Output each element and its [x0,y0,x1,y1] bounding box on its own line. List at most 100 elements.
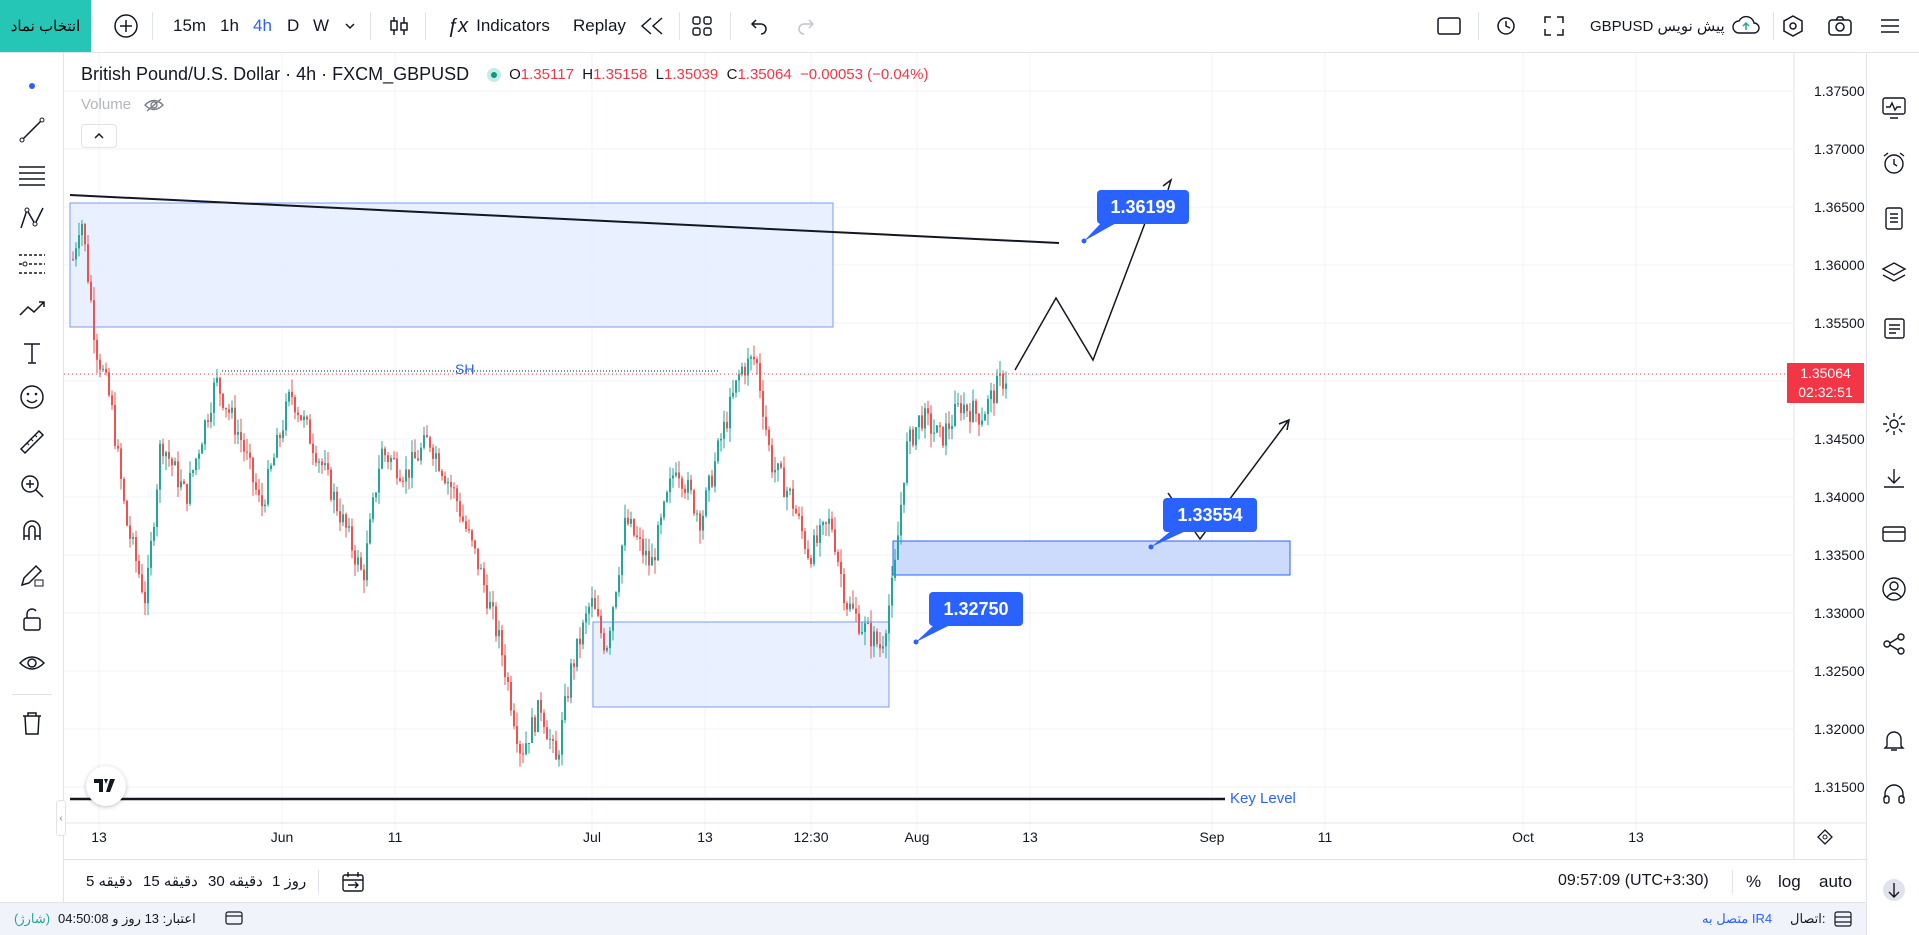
price-chart[interactable]: SH Key Level 1.37500 1.37000 1.36500 1.36000… [64,53,1866,859]
layers-icon[interactable] [1879,258,1909,288]
scroll-down-icon[interactable] [1879,875,1909,905]
magnet-icon[interactable] [14,513,50,549]
clock-timezone[interactable]: 09:57:09 (UTC+3:30) [1558,872,1709,889]
news-icon[interactable] [1879,313,1909,343]
symbol-search-button[interactable]: انتخاب نماد [0,0,91,52]
interval-15m[interactable]: 15m [173,16,207,35]
support-icon[interactable] [1879,780,1909,810]
trend-line-icon[interactable] [14,112,50,148]
unlock-icon[interactable] [14,602,50,638]
candle-body [348,526,350,528]
interval-w[interactable]: W [313,16,330,35]
alarm-icon[interactable] [1879,148,1909,178]
user-icon[interactable] [1879,574,1909,604]
crosshair-dot-icon[interactable] [14,68,50,104]
candle-body [870,623,872,647]
menu-icon[interactable] [1878,12,1902,40]
connection-label: اتصال: [1790,911,1826,926]
range-5m[interactable]: 5 دقیقه [86,873,133,890]
pencil-lock-icon[interactable] [14,557,50,593]
candle-body [546,727,548,740]
candle-body [426,435,428,438]
interval-1h[interactable]: 1h [220,16,239,35]
candle-body [846,603,848,610]
collapse-legend-button[interactable] [81,124,117,148]
goto-icon[interactable] [1815,827,1835,847]
watchlist-icon[interactable] [1879,93,1909,123]
ruler-icon[interactable] [14,424,50,460]
interval-d[interactable]: D [287,16,300,35]
alert-clock-icon[interactable] [1494,12,1520,40]
projection-icon[interactable] [14,290,50,326]
left-collapse-handle[interactable]: ‹ [56,800,66,836]
candle-body [897,535,899,560]
status-bar: (شارژ) اعتبار: 13 روز و 04:50:08 متصل به… [0,902,1866,935]
interval-4h[interactable]: 4h [253,16,272,35]
share-icon[interactable] [1879,629,1909,659]
percent-toggle[interactable]: % [1746,872,1762,891]
candle-body [312,443,314,454]
horizontal-lines-icon[interactable] [14,157,50,193]
eye-icon[interactable] [14,646,50,682]
settings-hex-icon[interactable] [1780,12,1806,40]
camera-icon[interactable] [1827,12,1853,40]
callout-target-3[interactable]: 1.32750 [929,592,1023,626]
emoji-icon[interactable] [14,379,50,415]
callout-target-2[interactable]: 1.33554 [1163,498,1257,532]
volume-indicator[interactable]: Volume [81,96,165,113]
candle-body [948,423,950,429]
indicators-button[interactable]: ƒx Indicators [447,12,550,40]
redo-icon[interactable] [795,12,817,40]
candle-body [429,437,431,448]
auto-toggle[interactable]: auto [1819,872,1853,891]
connection-value: متصل به IR4 [1702,911,1773,926]
notes-icon[interactable] [1879,203,1909,233]
trash-icon[interactable] [14,705,50,741]
tv-logo[interactable] [86,766,126,806]
chevron-down-icon[interactable] [343,12,357,40]
card-icon[interactable] [1879,519,1909,549]
range-15m[interactable]: 15 دقیقه [143,873,198,890]
symbol-title[interactable]: British Pound/U.S. Dollar · 4h · FXCM_GB… [81,64,470,84]
candle-body [714,461,716,487]
fullscreen-box-icon[interactable] [1436,12,1462,40]
add-symbol-icon[interactable] [113,12,139,40]
expand-icon[interactable] [1542,12,1566,40]
date-range-icon[interactable] [340,870,366,899]
candle-body [72,259,74,261]
range-30m[interactable]: 30 دقیقه [208,873,263,890]
pattern-icon[interactable] [14,201,50,237]
candle-body [867,623,869,625]
replay-button[interactable]: Replay [573,12,666,40]
candle-body [135,537,137,561]
candle-body [975,400,977,414]
candle-body [438,453,440,471]
zones [69,202,1291,708]
candle-body [195,458,197,471]
candle-body [768,429,770,446]
layouts-icon[interactable] [690,12,714,40]
candle-body [495,606,497,637]
bell-icon[interactable] [1879,725,1909,755]
candles-icon[interactable] [387,12,411,40]
layout-title[interactable]: GBPUSD پیش نویس [1590,18,1725,35]
candle-body [114,404,116,446]
fib-icon[interactable] [14,246,50,282]
candle-body [564,696,566,721]
text-icon[interactable] [14,335,50,371]
log-toggle[interactable]: log [1778,872,1801,891]
range-1d[interactable]: 1 روز [272,873,307,890]
candle-body [855,608,857,614]
card-icon [225,911,243,928]
cloud-save-icon[interactable] [1731,12,1761,40]
candle-body [981,420,983,425]
hidden-eye-icon[interactable] [143,97,165,113]
zoom-icon[interactable] [14,468,50,504]
candle-body [189,473,191,504]
candle-body [339,511,341,523]
undo-icon[interactable] [748,12,770,40]
download-icon[interactable] [1879,464,1909,494]
callout-target-1[interactable]: 1.36199 [1097,190,1189,224]
candle-body [888,605,890,634]
settings-icon[interactable] [1879,409,1909,439]
